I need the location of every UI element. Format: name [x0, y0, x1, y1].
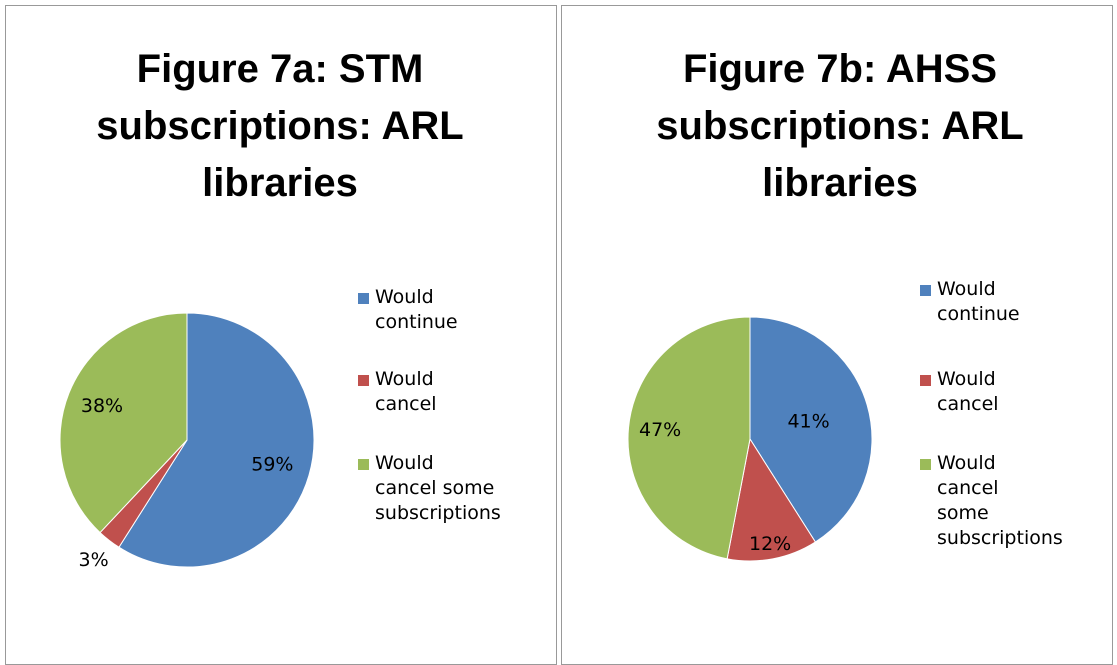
- legend-swatch: [920, 459, 931, 470]
- pie-slice: [726, 437, 817, 562]
- legend-label: Would continue: [375, 286, 458, 333]
- legend-swatch: [920, 285, 931, 296]
- pie-slice: [59, 312, 188, 534]
- pie-slice: [627, 316, 751, 560]
- legend-swatch: [358, 293, 369, 304]
- pie-slice: [118, 312, 315, 568]
- legend-swatch: [920, 375, 931, 386]
- legend-label: Would cancel: [375, 368, 437, 415]
- data-label: 3%: [79, 549, 109, 571]
- chart-title: Figure 7b: AHSS subscriptions: ARL libra…: [656, 47, 1024, 205]
- chart-title: Figure 7a: STM subscriptions: ARL librar…: [96, 47, 464, 205]
- legend-label: Would cancel some subscriptions: [375, 452, 501, 524]
- data-label: 41%: [787, 410, 829, 432]
- data-label: 47%: [639, 419, 681, 441]
- data-label: 12%: [749, 533, 791, 555]
- legend-label: Would continue: [937, 278, 1020, 325]
- data-label: 38%: [81, 395, 123, 417]
- pie-slice: [749, 316, 873, 543]
- legend-swatch: [358, 459, 369, 470]
- data-label: 59%: [251, 453, 293, 475]
- legend-label: Would cancel: [937, 368, 999, 415]
- legend-swatch: [358, 375, 369, 386]
- legend-label: Would cancel some subscriptions: [937, 452, 1063, 549]
